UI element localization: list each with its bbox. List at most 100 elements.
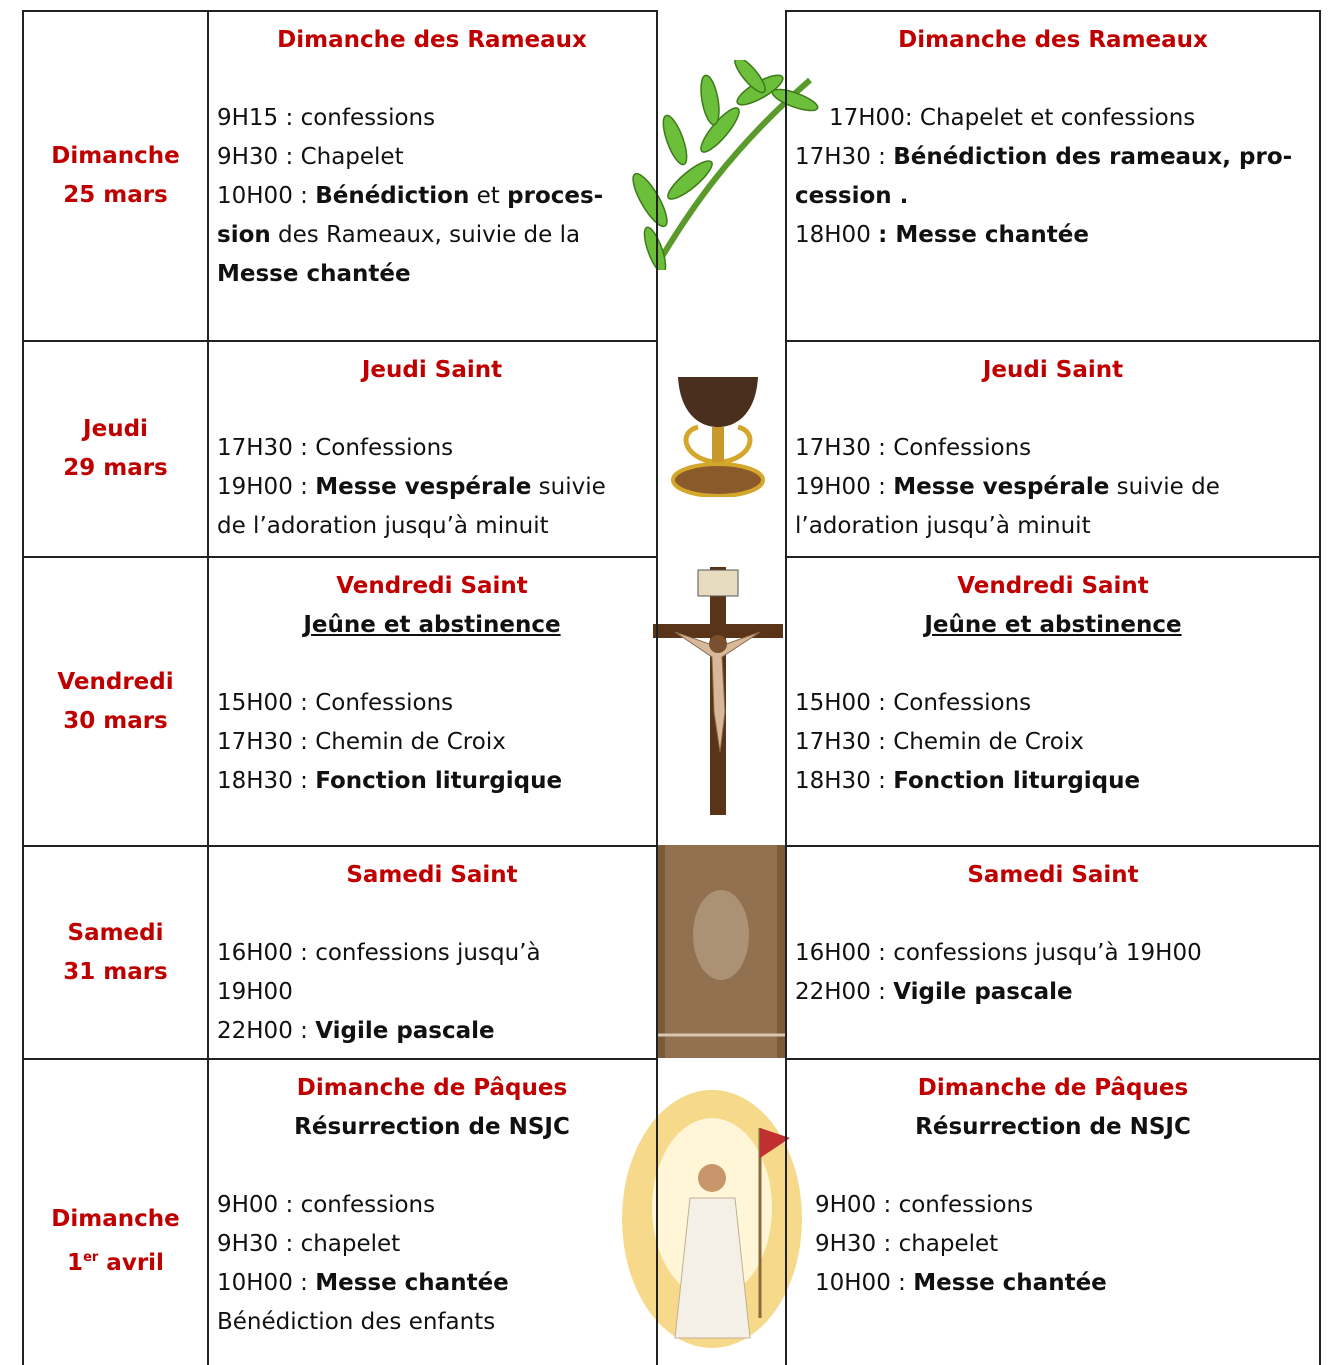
- bold-text: Bénédiction: [315, 183, 470, 209]
- text: 9H00 : confessions: [815, 1192, 1034, 1218]
- schedule-line: 9H30 : chapelet: [217, 1229, 400, 1259]
- schedule-line: 19H00 : Messe vespérale suivie de: [795, 472, 1220, 502]
- schedule-line: 17H00: Chapelet et confessions: [829, 103, 1195, 133]
- bold-text: Bénédiction des rameaux, pro-: [893, 144, 1293, 170]
- bold-text: Fonction liturgique: [893, 768, 1141, 794]
- bold-text: : Messe chantée: [878, 222, 1089, 248]
- schedule-line: 16H00 : confessions jusqu’à: [217, 938, 541, 968]
- text: 17H30 : Chemin de Croix: [795, 729, 1084, 755]
- text: 16H00 : confessions jusqu’à 19H00: [795, 940, 1202, 966]
- rule: [785, 556, 1321, 558]
- bold-text: Vigile pascale: [315, 1018, 495, 1044]
- text: 19H00 :: [795, 474, 894, 500]
- rule: [785, 845, 1321, 847]
- schedule-line: 10H00 : Messe chantée: [217, 1268, 509, 1298]
- rule: [22, 10, 658, 12]
- text: 9H15 : confessions: [217, 105, 436, 131]
- schedule-line: 17H30 : Chemin de Croix: [795, 727, 1084, 757]
- text: Dimanche: [51, 143, 180, 169]
- text: 19H00: [217, 979, 293, 1005]
- schedule-line: 10H00 : Bénédiction et proces-: [217, 181, 603, 211]
- day-label: Jeudi: [24, 414, 207, 444]
- rule: [22, 340, 658, 342]
- rule: [22, 1058, 658, 1060]
- schedule-line: 9H15 : confessions: [217, 103, 435, 133]
- text: suivie de: [1109, 474, 1220, 500]
- text: de l’adoration jusqu’à minuit: [217, 513, 549, 539]
- schedule-line: 18H30 : Fonction liturgique: [217, 766, 562, 796]
- bold-text: Messe vespérale: [315, 474, 532, 500]
- text: Bénédiction des enfants: [217, 1309, 496, 1335]
- schedule-line: 15H00 : Confessions: [217, 688, 453, 718]
- schedule-line: 9H30 : chapelet: [815, 1229, 998, 1259]
- section-title: Jeûne et abstinence: [303, 612, 561, 638]
- schedule-line: 10H00 : Messe chantée: [815, 1268, 1107, 1298]
- section-title: Jeudi Saint: [982, 357, 1124, 383]
- text: 18H30 :: [217, 768, 316, 794]
- schedule-line: 9H00 : confessions: [815, 1190, 1033, 1220]
- rule: [1319, 10, 1321, 1365]
- text: avril: [98, 1249, 164, 1276]
- schedule-line: 17H30 : Confessions: [795, 433, 1031, 463]
- text: 22H00 :: [795, 979, 894, 1005]
- rule: [785, 1058, 1321, 1060]
- schedule-line: l’adoration jusqu’à minuit: [795, 511, 1091, 541]
- schedule-line: sion des Rameaux, suivie de la: [217, 220, 580, 250]
- text: 17H30 : Confessions: [217, 435, 454, 461]
- bold-text: Vigile pascale: [893, 979, 1073, 1005]
- section-title: Jeudi Saint: [361, 357, 503, 383]
- rule: [785, 340, 1321, 342]
- palm-branch: [632, 60, 819, 270]
- schedule-line: 9H00 : confessions: [217, 1190, 435, 1220]
- day-label: Vendredi: [24, 667, 207, 697]
- section-title: Résurrection de NSJC: [915, 1114, 1191, 1140]
- section-title: Vendredi Saint: [336, 573, 528, 599]
- text: 17H30 : Confessions: [795, 435, 1032, 461]
- text: et: [469, 183, 508, 209]
- text: 29 mars: [63, 455, 168, 481]
- text: Jeudi: [83, 416, 148, 442]
- section-title: Vendredi Saint: [957, 573, 1149, 599]
- day-label: 30 mars: [24, 706, 207, 736]
- schedule-line: 18H30 : Fonction liturgique: [795, 766, 1140, 796]
- text: 10H00 :: [217, 183, 316, 209]
- day-label: 25 mars: [24, 180, 207, 210]
- section-title: Jeûne et abstinence: [924, 612, 1182, 638]
- rule: [785, 10, 1321, 12]
- bold-text: Fonction liturgique: [315, 768, 563, 794]
- text: 10H00 :: [815, 1270, 914, 1296]
- text: 19H00 :: [217, 474, 316, 500]
- rule: [207, 10, 209, 1365]
- text: 9H30 : chapelet: [217, 1231, 401, 1257]
- day-label: 29 mars: [24, 453, 207, 483]
- text: 30 mars: [63, 707, 168, 734]
- bold-text: Messe chantée: [913, 1270, 1107, 1296]
- section-title: Dimanche des Rameaux: [898, 27, 1208, 53]
- schedule-line: Messe chantée: [217, 259, 411, 289]
- text: 10H00 :: [217, 1270, 316, 1296]
- text: 1: [67, 1249, 84, 1276]
- bold-text: cession .: [795, 183, 909, 209]
- crucifix: [653, 567, 783, 815]
- schedule-line: 18H00 : Messe chantée: [795, 220, 1089, 250]
- section-title: Dimanche de Pâques: [296, 1075, 568, 1101]
- schedule-line: 17H30 : Bénédiction des rameaux, pro-: [795, 142, 1292, 172]
- risen-christ: [622, 1090, 802, 1348]
- day-label: 1er avril: [24, 1243, 207, 1278]
- section-title: Dimanche de Pâques: [917, 1075, 1189, 1101]
- schedule-line: 15H00 : Confessions: [795, 688, 1031, 718]
- text: 17H30 :: [795, 144, 894, 170]
- day-label: Dimanche: [24, 1204, 207, 1234]
- rule: [22, 845, 658, 847]
- bold-text: Messe vespérale: [893, 474, 1110, 500]
- text: 9H00 : confessions: [217, 1192, 436, 1218]
- text: suivie: [531, 474, 606, 500]
- text: Vendredi: [57, 668, 174, 695]
- chalice: [671, 377, 765, 497]
- bold-text: proces-: [507, 183, 604, 209]
- bold-text: sion: [217, 222, 271, 248]
- section-title: Samedi Saint: [346, 862, 518, 888]
- schedule-line: 19H00: [217, 977, 293, 1007]
- schedule-line: 22H00 : Vigile pascale: [795, 977, 1073, 1007]
